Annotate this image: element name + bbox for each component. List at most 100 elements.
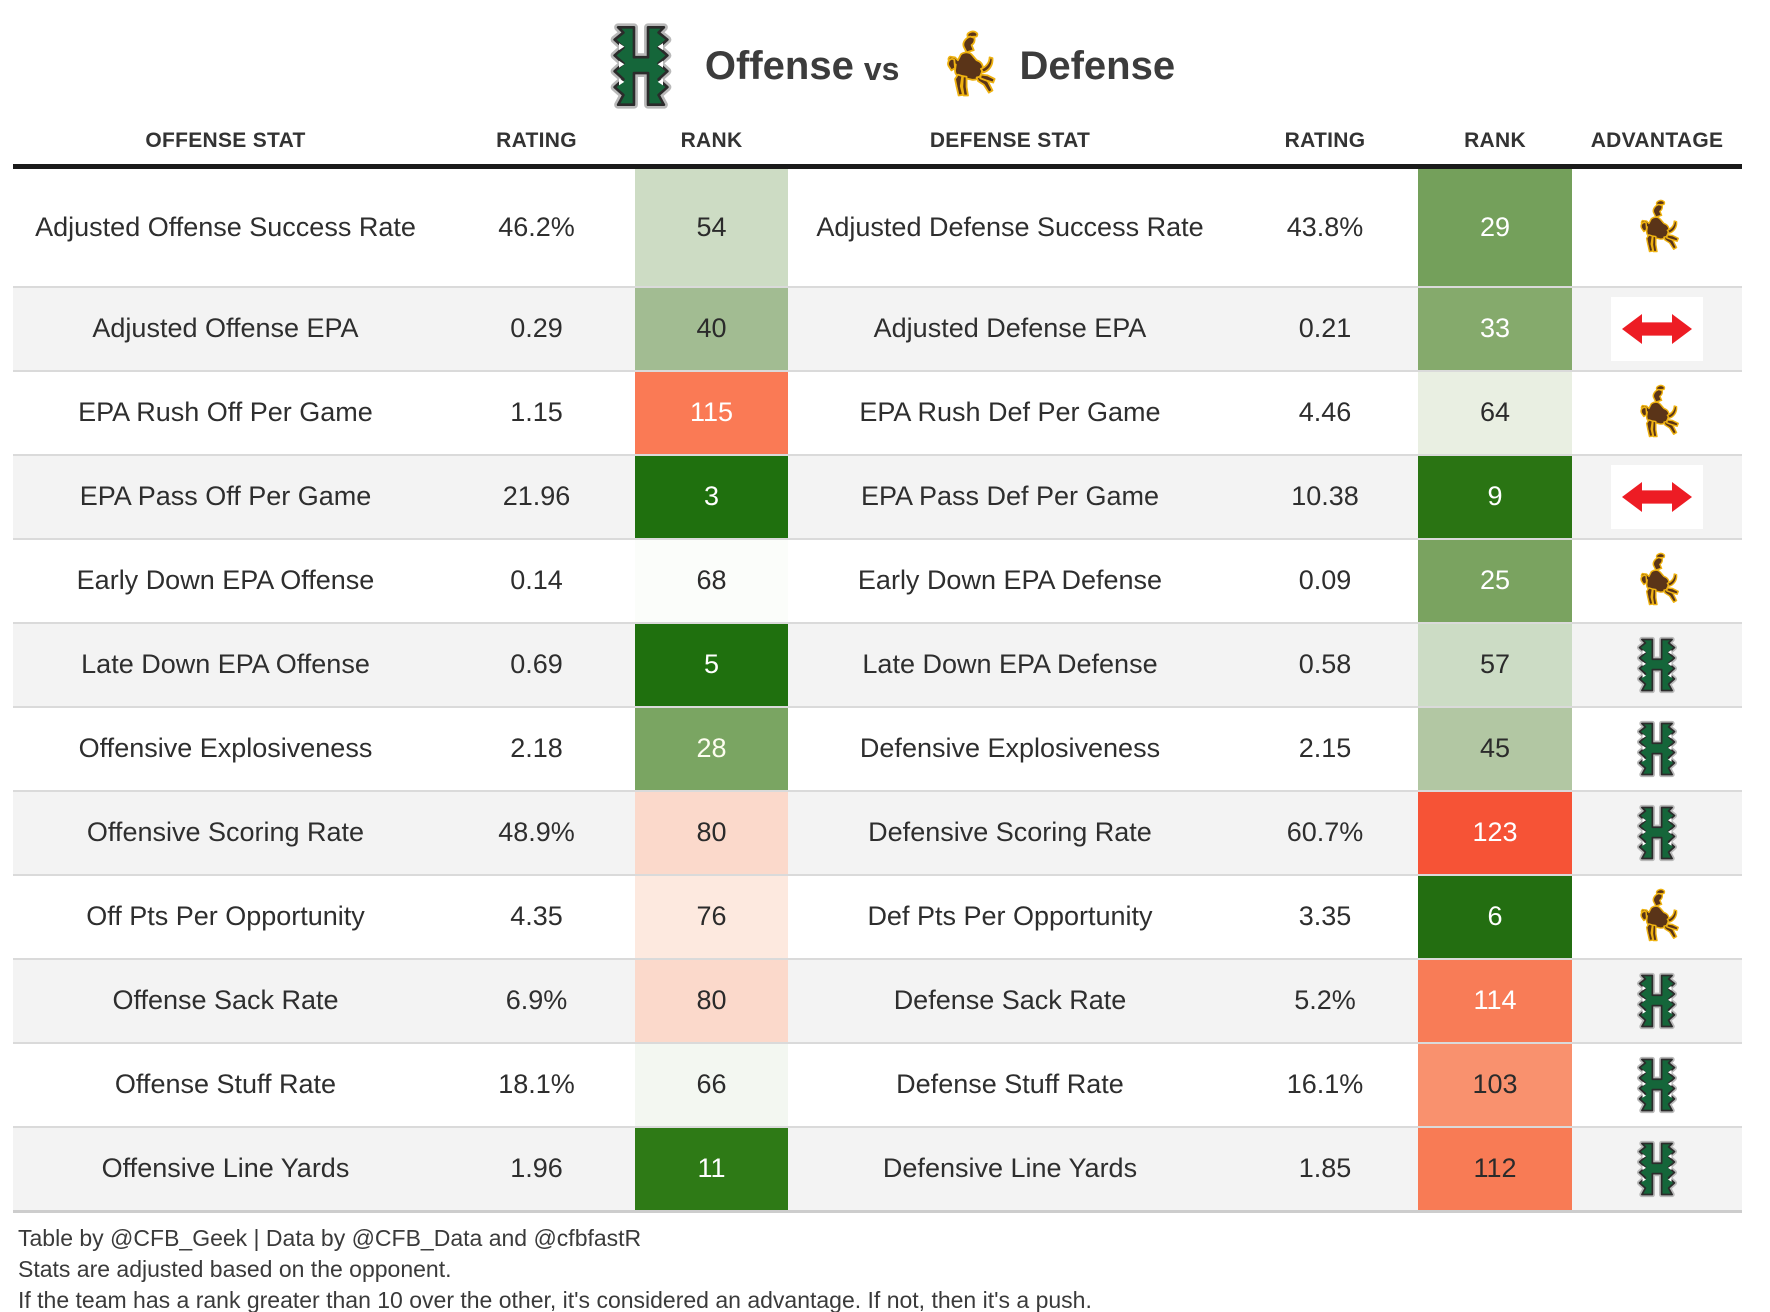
- defense-stat-label: Defensive Scoring Rate: [868, 817, 1152, 848]
- wyoming-logo-icon: [1634, 199, 1680, 257]
- push-arrow-icon: [1611, 465, 1703, 529]
- hawaii-logo-icon: [1626, 720, 1688, 778]
- offense-rating-value: 0.69: [510, 649, 563, 680]
- defense-stat-label: Late Down EPA Defense: [862, 649, 1158, 680]
- table-row: Adjusted Offense Success Rate 46.2% 54 A…: [13, 169, 1742, 286]
- header-offense-rank: RANK: [680, 129, 743, 152]
- defense-rating-value: 16.1%: [1286, 1069, 1364, 1100]
- header-defense-rank: RANK: [1464, 129, 1526, 152]
- advantage-cell: [1572, 1044, 1742, 1126]
- defense-stat-label: EPA Pass Def Per Game: [860, 481, 1160, 512]
- defense-rank-cell: 33: [1418, 288, 1572, 370]
- defense-rank-cell: 29: [1418, 169, 1572, 286]
- offense-rank-cell: 66: [635, 1044, 788, 1126]
- advantage-cell: [1572, 624, 1742, 706]
- advantage-cell: [1572, 960, 1742, 1042]
- defense-rating-value: 0.09: [1298, 565, 1352, 596]
- offense-rating-value: 48.9%: [498, 817, 575, 848]
- defense-rating-value: 60.7%: [1286, 817, 1364, 848]
- defense-rating-value: 0.21: [1298, 313, 1352, 344]
- defense-stat-label: Defense Stuff Rate: [896, 1069, 1124, 1100]
- header-offense-rating: RATING: [496, 129, 577, 152]
- offense-rating-value: 1.15: [510, 397, 563, 428]
- header-offense-stat: OFFENSE STAT: [145, 129, 306, 152]
- header-defense-rating: RATING: [1284, 129, 1366, 152]
- advantage-cell: [1572, 708, 1742, 790]
- defense-stat-label: Def Pts Per Opportunity: [867, 901, 1153, 932]
- advantage-cell: [1572, 540, 1742, 622]
- offense-stat-label: EPA Pass Off Per Game: [79, 481, 372, 512]
- table-row: Early Down EPA Offense 0.14 68 Early Dow…: [13, 538, 1742, 622]
- defense-rank-cell: 64: [1418, 372, 1572, 454]
- wyoming-logo-icon: [1634, 552, 1680, 610]
- offense-rating-value: 0.14: [510, 565, 563, 596]
- offense-title-label: Offense: [704, 43, 854, 88]
- defense-rank-cell: 114: [1418, 960, 1572, 1042]
- offense-rank-cell: 28: [635, 708, 788, 790]
- defense-stat-label: Adjusted Defense Success Rate: [816, 211, 1204, 242]
- table-body: Adjusted Offense Success Rate 46.2% 54 A…: [13, 169, 1742, 1210]
- offense-rating-value: 46.2%: [498, 211, 575, 242]
- defense-rating-value: 10.38: [1291, 481, 1359, 512]
- offense-rating-value: 4.35: [510, 901, 563, 932]
- defense-stat-label: Adjusted Defense EPA: [873, 313, 1147, 344]
- defense-title-label: Defense: [1019, 43, 1176, 88]
- advantage-cell: [1572, 288, 1742, 370]
- adjustment-note: Stats are adjusted based on the opponent…: [18, 1256, 452, 1282]
- offense-rank-cell: 68: [635, 540, 788, 622]
- advantage-cell: [1572, 372, 1742, 454]
- offense-rating-value: 0.29: [510, 313, 563, 344]
- offense-stat-label: Offense Stuff Rate: [114, 1069, 337, 1100]
- offense-rating-value: 18.1%: [498, 1069, 575, 1100]
- defense-rating-value: 3.35: [1298, 901, 1352, 932]
- table-row: Offensive Line Yards 1.96 11 Defensive L…: [13, 1126, 1742, 1210]
- table-row: Offense Stuff Rate 18.1% 66 Defense Stuf…: [13, 1042, 1742, 1126]
- offense-rating-value: 6.9%: [505, 985, 568, 1016]
- defense-rank-cell: 45: [1418, 708, 1572, 790]
- defense-stat-label: EPA Rush Def Per Game: [859, 397, 1161, 428]
- defense-rank-cell: 57: [1418, 624, 1572, 706]
- hawaii-logo-icon: [1626, 1056, 1688, 1114]
- header-defense-stat: DEFENSE STAT: [929, 129, 1091, 152]
- defense-stat-label: Defensive Explosiveness: [859, 733, 1161, 764]
- defense-rating-value: 1.85: [1298, 1153, 1352, 1184]
- offense-stat-label: Offensive Line Yards: [101, 1153, 350, 1184]
- advantage-cell: [1572, 169, 1742, 286]
- table-row: EPA Rush Off Per Game 1.15 115 EPA Rush …: [13, 370, 1742, 454]
- header-divider: [13, 164, 1742, 169]
- defense-stat-label: Defensive Line Yards: [882, 1153, 1138, 1184]
- advantage-cell: [1572, 1128, 1742, 1210]
- offense-stat-label: Offense Sack Rate: [112, 985, 339, 1016]
- hawaii-logo-icon: [1626, 804, 1688, 862]
- source-notes: Table by @CFB_Geek | Data by @CFB_Data a…: [18, 1223, 1770, 1312]
- defense-rating-value: 5.2%: [1294, 985, 1356, 1016]
- table-row: Off Pts Per Opportunity 4.35 76 Def Pts …: [13, 874, 1742, 958]
- defense-stat-label: Early Down EPA Defense: [857, 565, 1163, 596]
- defense-rating-value: 4.46: [1298, 397, 1352, 428]
- offense-rank-cell: 80: [635, 792, 788, 874]
- offense-stat-label: Adjusted Offense EPA: [92, 313, 359, 344]
- offense-stat-label: Off Pts Per Opportunity: [86, 901, 365, 932]
- hawaii-logo-icon: [1626, 1140, 1688, 1198]
- table-row: Offensive Scoring Rate 48.9% 80 Defensiv…: [13, 790, 1742, 874]
- offense-rating-value: 1.96: [510, 1153, 563, 1184]
- offense-rank-cell: 3: [635, 456, 788, 538]
- table-row: Offensive Explosiveness 2.18 28 Defensiv…: [13, 706, 1742, 790]
- offense-rank-cell: 80: [635, 960, 788, 1042]
- defense-rank-cell: 6: [1418, 876, 1572, 958]
- table-row: Late Down EPA Offense 0.69 5 Late Down E…: [13, 622, 1742, 706]
- table-bottom-divider: [13, 1210, 1742, 1213]
- hawaii-logo-icon: [1626, 972, 1688, 1030]
- hawaii-logo-icon: [1626, 636, 1688, 694]
- advantage-cell: [1572, 876, 1742, 958]
- defense-rating-value: 0.58: [1298, 649, 1352, 680]
- wyoming-logo-icon: [1634, 384, 1680, 442]
- defense-rank-cell: 123: [1418, 792, 1572, 874]
- advantage-cell: [1572, 456, 1742, 538]
- offense-rank-cell: 11: [635, 1128, 788, 1210]
- push-arrow-icon: [1611, 297, 1703, 361]
- offense-rank-cell: 5: [635, 624, 788, 706]
- offense-stat-label: Offensive Explosiveness: [78, 733, 373, 764]
- offense-stat-label: Late Down EPA Offense: [81, 649, 370, 680]
